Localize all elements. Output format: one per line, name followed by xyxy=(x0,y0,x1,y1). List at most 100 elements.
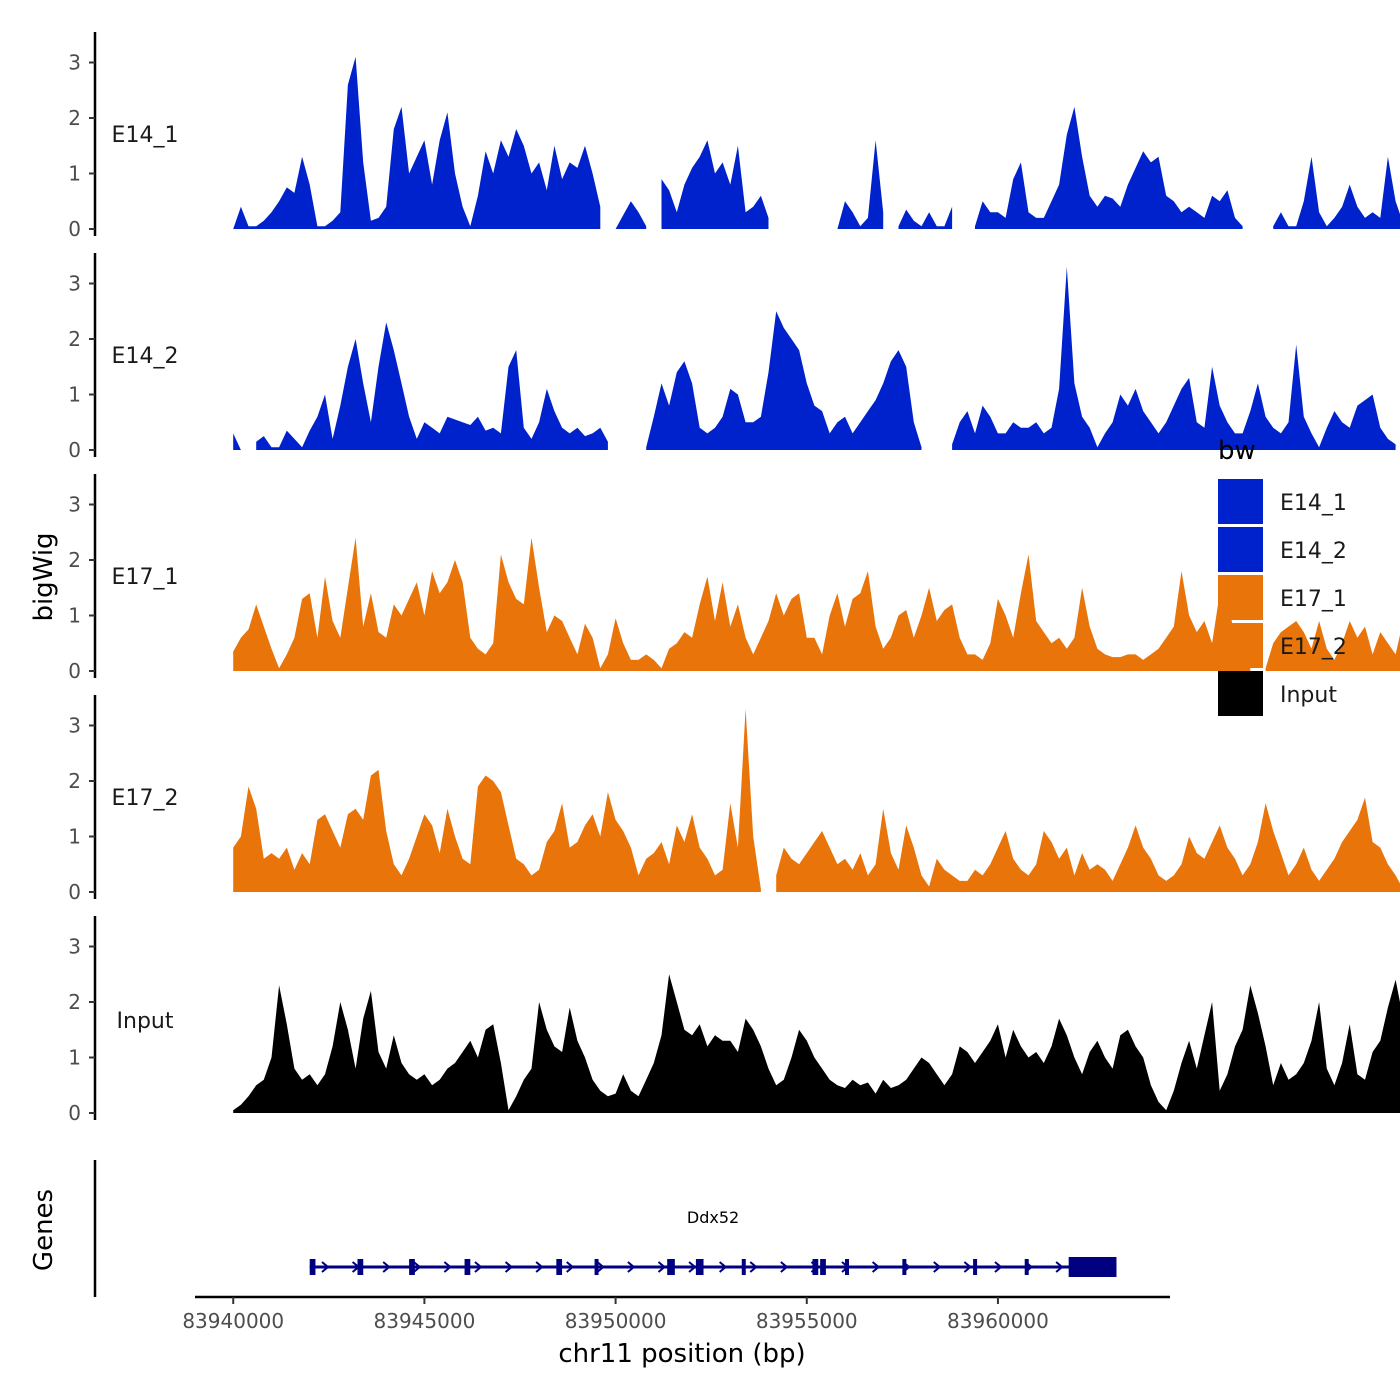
y-tick-label: 3 xyxy=(68,493,81,517)
x-axis-title: chr11 position (bp) xyxy=(558,1339,805,1369)
area-segment-e14_2 xyxy=(952,266,1396,450)
y-tick-label: 1 xyxy=(68,1046,81,1070)
y-tick-label: 0 xyxy=(68,880,81,904)
gene-exon xyxy=(741,1259,746,1275)
y-tick-label: 0 xyxy=(68,659,81,683)
legend-label: E14_2 xyxy=(1280,539,1347,564)
strand-arrow xyxy=(443,1261,452,1273)
track-label-e14_2: E14_2 xyxy=(112,344,179,369)
strand-arrow xyxy=(413,1261,422,1273)
gene-exon xyxy=(556,1259,563,1275)
track-e17_1: 0 1 2 3 E17_1 xyxy=(68,474,1400,683)
area-segment-e14_1 xyxy=(975,106,1243,229)
strand-arrow xyxy=(657,1261,667,1273)
gene-exon xyxy=(667,1259,675,1275)
strand-arrow xyxy=(749,1261,758,1273)
track-e17_2: 0 1 2 3 E17_2 xyxy=(68,695,1400,904)
track-e14_1: 0 1 2 3 E14_1 xyxy=(68,32,1400,241)
legend-title: bw xyxy=(1218,436,1256,466)
y-tick-label: 1 xyxy=(68,825,81,849)
strand-arrow xyxy=(474,1261,483,1273)
x-tick-label: 83960000 xyxy=(947,1309,1049,1333)
x-tick-label: 83945000 xyxy=(374,1309,476,1333)
y-tick-label: 2 xyxy=(68,106,81,130)
track-e14_2: 0 1 2 3 E14_2 xyxy=(68,253,1396,462)
strand-arrow xyxy=(933,1261,942,1273)
area-segment-e14_1 xyxy=(1273,156,1400,229)
area-segment-e17_2 xyxy=(776,797,1400,892)
genes-track-title: Genes xyxy=(29,1189,59,1271)
gene-exon xyxy=(357,1259,364,1275)
y-tick-label: 3 xyxy=(68,714,81,738)
gene-track: Ddx52 xyxy=(93,1160,1117,1297)
legend-swatch xyxy=(1218,623,1263,668)
gene-exon xyxy=(309,1259,316,1275)
legend: bw E14_1 E14_2 E17_1 E17_2 Input xyxy=(1218,436,1347,716)
x-tick-label: 83955000 xyxy=(756,1309,858,1333)
gene-exon xyxy=(1068,1257,1117,1277)
y-tick-label: 1 xyxy=(68,604,81,628)
strand-arrow xyxy=(688,1261,697,1273)
y-tick-label: 1 xyxy=(68,162,81,186)
strand-arrow xyxy=(994,1261,1003,1273)
track-label-e17_1: E17_1 xyxy=(112,565,179,590)
y-tick-label: 3 xyxy=(68,935,81,959)
legend-item-e17_1: E17_1 xyxy=(1218,575,1347,620)
y-tick-label: 0 xyxy=(68,1101,81,1125)
area-segment-e14_1 xyxy=(837,140,884,229)
strand-arrow xyxy=(871,1261,881,1273)
y-tick-label: 1 xyxy=(68,383,81,407)
gene-exon xyxy=(902,1259,907,1275)
track-input: 0 1 2 3 Input xyxy=(68,916,1400,1125)
area-segment-e17_2 xyxy=(233,708,761,892)
strand-arrow xyxy=(963,1261,972,1273)
strand-arrow xyxy=(596,1261,605,1273)
strand-arrow xyxy=(321,1261,330,1273)
x-axis: 83940000 83945000 83950000 83955000 83960000 xyxy=(182,1295,1170,1333)
legend-items: E14_1 E14_2 E17_1 E17_2 Input xyxy=(1218,479,1347,716)
area-segment-e14_2 xyxy=(256,322,608,450)
area-segment-e14_1 xyxy=(615,201,647,229)
x-tick-label: 83940000 xyxy=(182,1309,284,1333)
area-segment-e14_1 xyxy=(898,206,953,229)
strand-arrow xyxy=(780,1261,789,1273)
y-tick-label: 2 xyxy=(68,327,81,351)
area-segment-e17_1 xyxy=(233,537,1251,671)
gene-exon xyxy=(812,1259,819,1275)
strand-arrow xyxy=(566,1261,575,1273)
area-segment-e14_1 xyxy=(233,56,601,230)
strand-arrow xyxy=(627,1261,636,1273)
gene-exon xyxy=(464,1259,471,1275)
strand-arrow xyxy=(382,1261,391,1273)
y-tick-label: 0 xyxy=(68,217,81,241)
legend-item-e17_2: E17_2 xyxy=(1218,623,1347,668)
gene-exon xyxy=(1024,1259,1029,1275)
area-segment-e14_1 xyxy=(661,140,769,229)
strand-arrow xyxy=(719,1261,728,1273)
legend-item-input: Input xyxy=(1218,671,1337,716)
area-segment-e14_2 xyxy=(646,311,922,450)
legend-swatch xyxy=(1218,527,1263,572)
gene-label: Ddx52 xyxy=(687,1208,739,1227)
strand-arrow xyxy=(1055,1261,1064,1273)
y-axis-title: bigWig xyxy=(29,532,59,621)
track-label-input: Input xyxy=(117,1009,174,1034)
strand-arrow xyxy=(535,1261,544,1273)
y-tick-label: 2 xyxy=(68,548,81,572)
legend-item-e14_1: E14_1 xyxy=(1218,479,1347,524)
gene-exon xyxy=(820,1259,826,1275)
x-tick-label: 83950000 xyxy=(565,1309,667,1333)
track-label-e14_1: E14_1 xyxy=(112,123,179,148)
legend-label: E14_1 xyxy=(1280,491,1347,516)
y-tick-label: 0 xyxy=(68,438,81,462)
gene-exon xyxy=(973,1259,978,1275)
y-tick-label: 2 xyxy=(68,769,81,793)
area-segment-e17_1 xyxy=(1265,621,1400,671)
gene-exon xyxy=(409,1259,415,1275)
legend-label: E17_2 xyxy=(1280,635,1347,660)
legend-swatch xyxy=(1218,575,1263,620)
legend-swatch xyxy=(1218,479,1263,524)
track-label-e17_2: E17_2 xyxy=(112,786,179,811)
area-segment-input xyxy=(233,974,1400,1113)
